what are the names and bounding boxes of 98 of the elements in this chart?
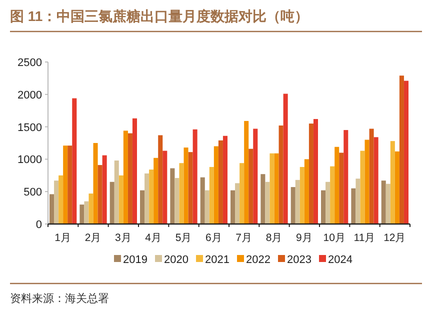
- bar: [209, 166, 214, 224]
- bar: [369, 128, 374, 224]
- bar: [330, 166, 335, 224]
- bar: [381, 180, 386, 224]
- x-tick-label: 4月: [145, 232, 162, 244]
- bar: [84, 201, 89, 224]
- bar: [174, 178, 180, 224]
- bar: [218, 140, 223, 224]
- bar: [235, 183, 240, 224]
- bar: [313, 119, 318, 224]
- bar: [188, 152, 193, 224]
- bar: [63, 146, 68, 224]
- bar: [114, 160, 119, 224]
- bar: [270, 153, 274, 224]
- bar: [240, 163, 244, 224]
- bar: [162, 150, 168, 224]
- bar: [326, 182, 330, 224]
- bar: [154, 158, 158, 224]
- x-tick-label: 3月: [114, 232, 132, 244]
- x-tick-label: 2月: [84, 232, 102, 244]
- bar: [399, 76, 404, 224]
- legend-label: 2020: [164, 254, 188, 266]
- bar: [364, 140, 370, 224]
- bar: [283, 94, 288, 224]
- bar: [374, 137, 378, 224]
- bar: [295, 180, 300, 224]
- bar: [123, 130, 128, 224]
- bar: [300, 166, 304, 224]
- y-tick-label: 0: [36, 219, 42, 231]
- legend-label: 2019: [123, 254, 148, 266]
- bar: [158, 135, 163, 224]
- bar: [128, 133, 132, 224]
- bar: [351, 188, 356, 224]
- bar: [260, 174, 266, 224]
- legend-label: 2024: [328, 254, 352, 266]
- bar: [344, 130, 348, 224]
- bar: [394, 151, 400, 224]
- bar: [50, 194, 54, 224]
- bar: [386, 184, 390, 224]
- bar: [222, 136, 228, 224]
- x-tick-label: 9月: [296, 232, 313, 244]
- bar: [200, 177, 205, 224]
- bar: [149, 170, 154, 224]
- x-tick-label: 5月: [175, 232, 192, 244]
- bar: [404, 80, 408, 224]
- legend-label: 2022: [246, 254, 270, 266]
- bar: [244, 120, 249, 224]
- bar: [308, 124, 314, 224]
- x-tick-label: 11月: [354, 232, 376, 244]
- text: 资料来源：海关总署: [10, 292, 109, 305]
- bar: [132, 118, 137, 224]
- bar: [265, 182, 270, 224]
- bar: [93, 143, 98, 224]
- bar: [144, 173, 150, 224]
- legend-label: 2023: [287, 254, 312, 266]
- bar: [80, 204, 84, 224]
- y-tick-label: 1000: [18, 154, 42, 166]
- bar: [356, 178, 360, 224]
- y-tick-label: 2000: [18, 89, 42, 102]
- bar: [204, 190, 210, 224]
- bar: [140, 190, 145, 224]
- y-tick-label: 2500: [18, 57, 42, 69]
- x-tick-label: 6月: [205, 232, 222, 244]
- bar: [334, 146, 340, 224]
- bar: [253, 128, 258, 224]
- bar: [274, 153, 279, 224]
- bar: [339, 152, 344, 224]
- bar: [54, 180, 59, 224]
- bar: [248, 148, 254, 224]
- bar: [58, 175, 64, 224]
- bar: [321, 190, 326, 224]
- bar: [214, 146, 218, 224]
- bar: [170, 168, 175, 224]
- bar: [230, 190, 236, 224]
- bar: [98, 165, 102, 224]
- bar: [360, 150, 365, 224]
- bar: [390, 141, 395, 224]
- bar: [68, 146, 72, 224]
- bar: [304, 159, 309, 224]
- bar: [179, 163, 184, 224]
- bar: [102, 155, 107, 224]
- bar: [278, 126, 284, 224]
- x-tick-label: 10月: [323, 232, 346, 244]
- bar: [118, 175, 124, 224]
- chart-title: 图 11：中国三氯蔗糖出口量月度数据对比（吨）: [10, 8, 309, 24]
- bar: [184, 148, 188, 224]
- bar: [192, 129, 198, 224]
- y-tick-label: 1500: [18, 122, 42, 134]
- x-tick-label: 7月: [236, 232, 253, 244]
- bar: [72, 98, 77, 224]
- legend-label: 2021: [205, 254, 230, 266]
- y-tick-label: 500: [24, 186, 42, 199]
- bar: [290, 187, 296, 224]
- x-tick-label: 1月: [54, 232, 72, 244]
- x-tick-label: 12月: [384, 232, 406, 244]
- x-tick-label: 8月: [266, 232, 283, 244]
- bar: [88, 194, 94, 224]
- bar: [110, 182, 114, 224]
